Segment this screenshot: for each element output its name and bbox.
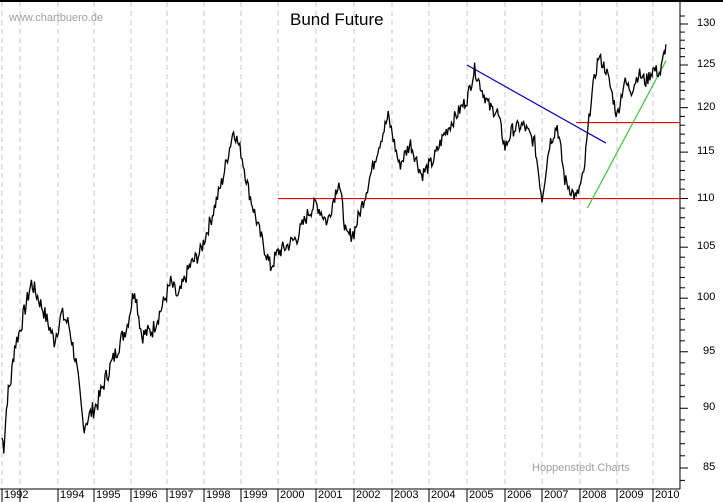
x-tick-label: 2000 xyxy=(280,489,305,501)
y-tick-label: 105 xyxy=(697,240,716,253)
x-tick-label: 1992 xyxy=(4,489,29,501)
y-tick-label: 110 xyxy=(697,191,715,204)
credit-label: Hoppenstedt Charts xyxy=(532,462,630,474)
y-tick-label: 90 xyxy=(703,401,716,414)
x-tick-label: 1999 xyxy=(243,489,268,501)
x-tick-label: 1995 xyxy=(96,489,121,501)
x-tick-label: 1997 xyxy=(169,489,194,501)
x-tick-label: 1994 xyxy=(60,489,85,501)
y-tick-label: 95 xyxy=(703,344,716,357)
y-tick-label: 115 xyxy=(697,145,715,158)
x-tick-label: 2005 xyxy=(469,489,494,501)
y-tick-label: 120 xyxy=(697,100,716,113)
y-tick-label: 130 xyxy=(697,17,716,29)
uptrend-line xyxy=(586,60,667,209)
y-axis-ticks xyxy=(680,15,688,481)
y-tick-label: 125 xyxy=(697,57,716,70)
x-tick-label: 2009 xyxy=(619,489,644,501)
chart-title: Bund Future xyxy=(290,10,384,29)
watermark: www.chartbuero.de xyxy=(9,12,104,24)
vertical-gridlines xyxy=(1,2,654,489)
x-tick-label: 2008 xyxy=(582,489,607,501)
x-tick-label: 2002 xyxy=(356,489,381,501)
price-line xyxy=(1,44,667,454)
x-axis-ticks xyxy=(1,489,654,502)
x-tick-label: 2007 xyxy=(544,489,569,501)
x-tick-label: 2006 xyxy=(507,489,532,501)
downtrend-line xyxy=(466,64,607,144)
x-tick-label: 2003 xyxy=(394,489,419,501)
trend-lines xyxy=(278,60,680,209)
y-tick-label: 100 xyxy=(697,291,716,304)
x-tick-label: 2001 xyxy=(318,489,343,501)
top-border xyxy=(0,0,723,2)
x-tick-label: 2004 xyxy=(431,489,456,501)
y-tick-label: 85 xyxy=(703,461,716,473)
x-tick-label: 2010 xyxy=(655,489,680,501)
x-tick-label: 1996 xyxy=(133,489,158,501)
x-tick-label: 1998 xyxy=(206,489,231,501)
